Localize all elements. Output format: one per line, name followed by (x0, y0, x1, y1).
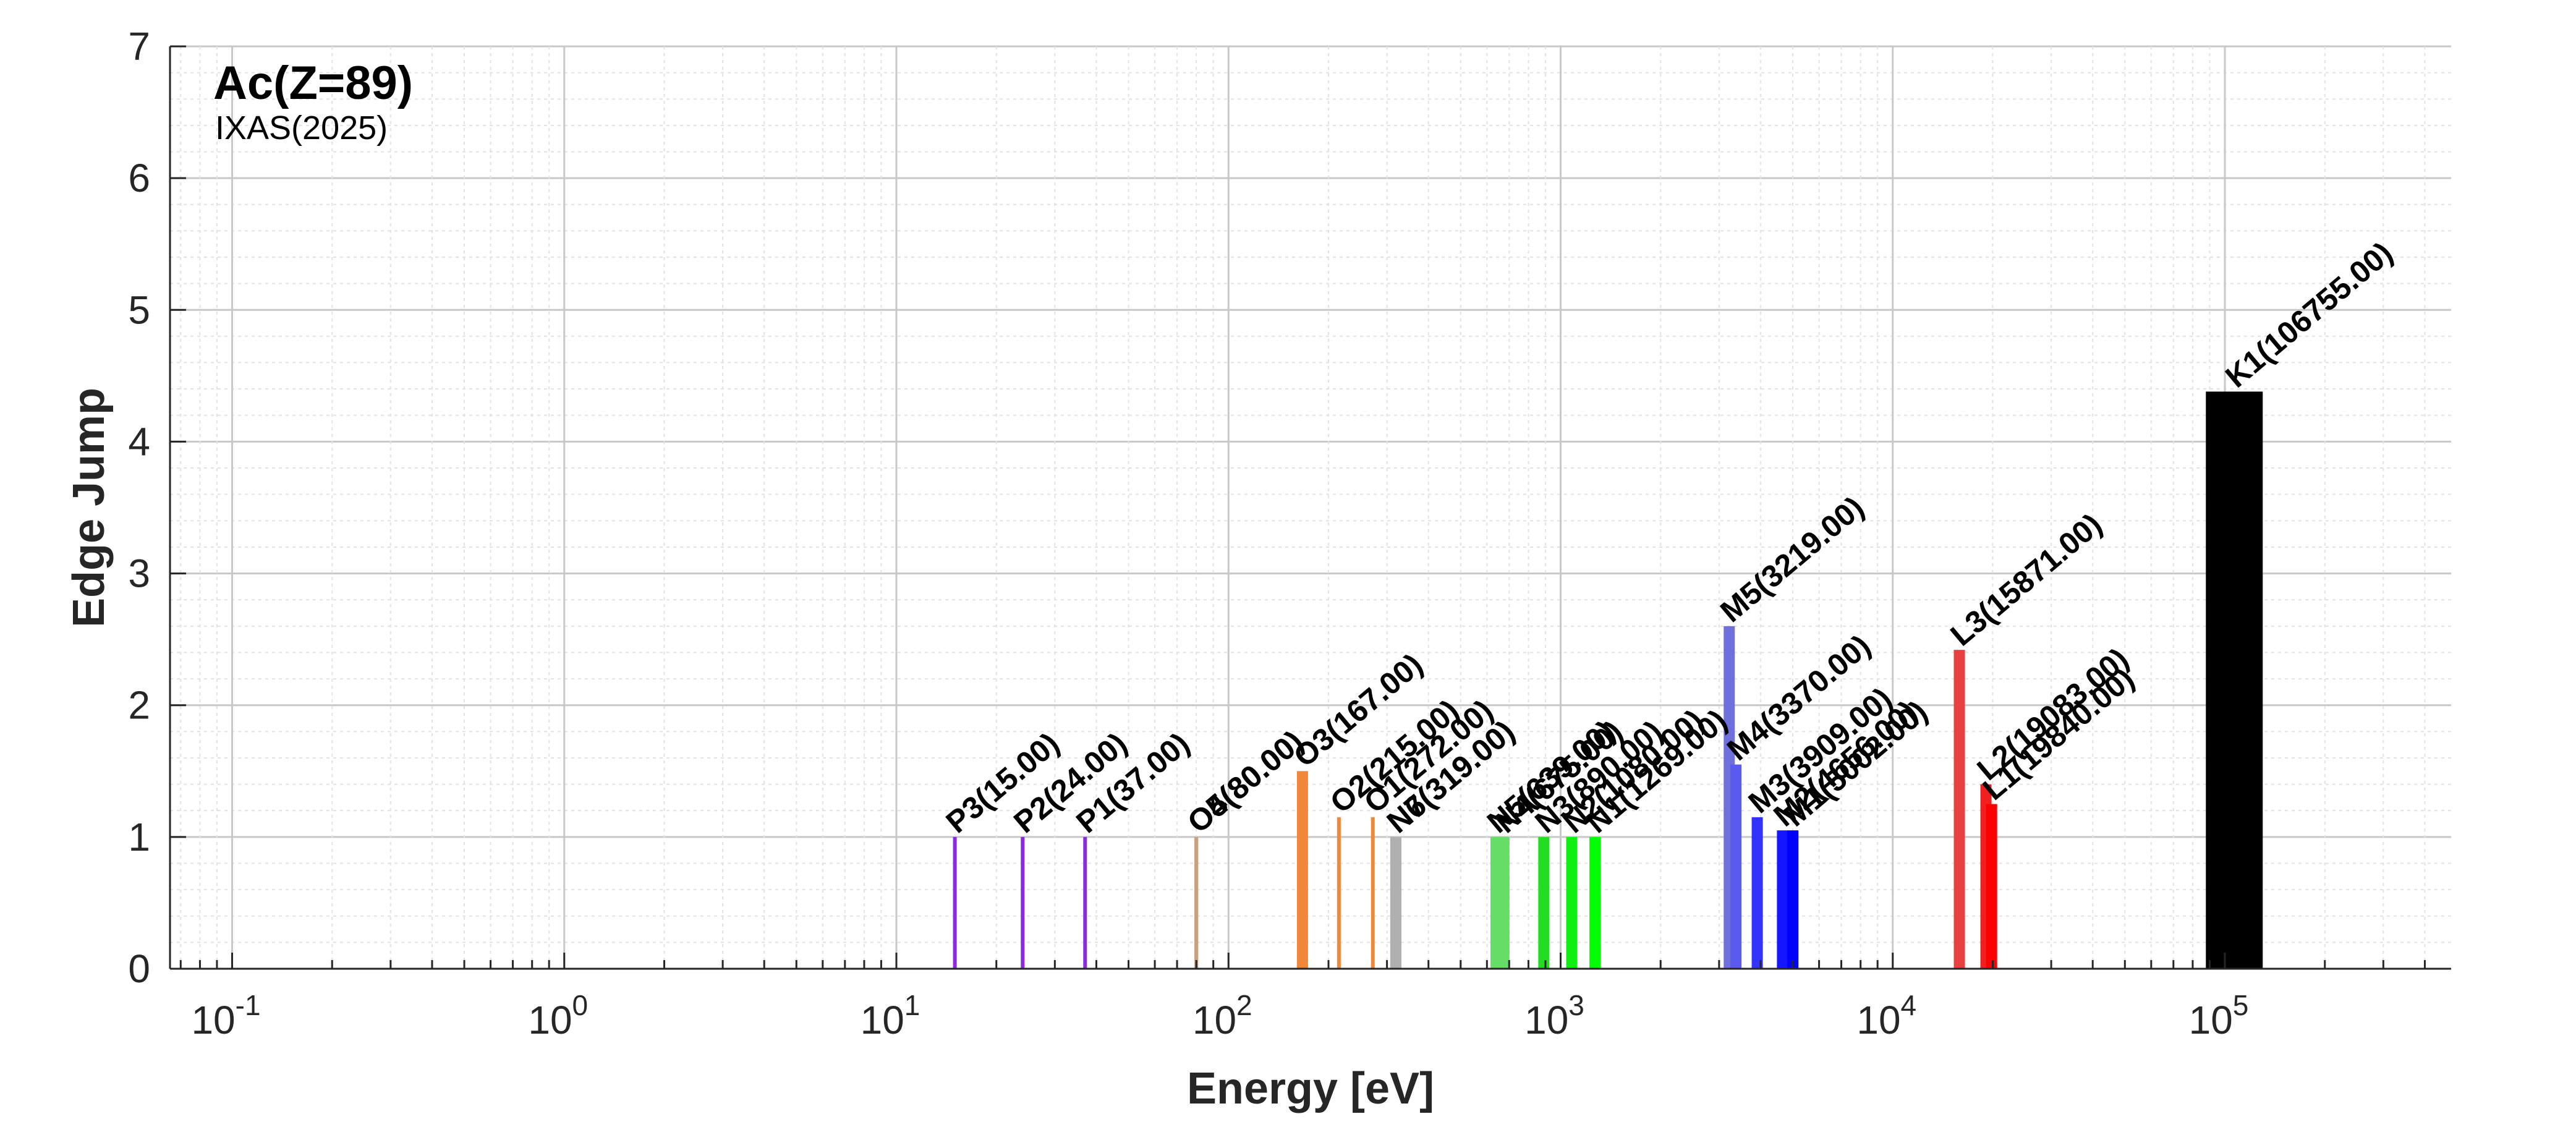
y-tick-label: 6 (128, 156, 150, 200)
plot-background (170, 46, 2451, 969)
x-tick-label: 102 (1192, 989, 1252, 1042)
y-tick-label: 4 (128, 419, 150, 464)
x-tick-label: 105 (2189, 989, 2249, 1042)
y-tick-label: 2 (128, 683, 150, 728)
edge-bar (1371, 817, 1375, 969)
tick-labels-group: 0 1 2 3 4 5 6 7 10-1 100 101 102 103 104 105 (128, 24, 2248, 1042)
edge-bar (2206, 391, 2263, 969)
edge-bar (1337, 817, 1341, 969)
edge-bar (1021, 836, 1025, 969)
y-tick-label: 3 (128, 551, 150, 596)
edge-bar (1566, 836, 1578, 969)
edge-bar (1751, 817, 1763, 969)
bars-group (953, 391, 2263, 969)
edge-bar (1777, 830, 1788, 969)
edge-bar (1986, 804, 1997, 969)
y-tick-label: 0 (128, 946, 150, 991)
y-tick-label: 7 (128, 24, 150, 69)
edge-bar (1730, 764, 1741, 969)
chart-subtitle: IXAS(2025) (215, 109, 388, 147)
grid-lines (170, 45, 2451, 970)
chart-title: Ac(Z=89) (213, 57, 413, 109)
edge-bar (1296, 771, 1308, 969)
x-tick-label: 103 (1524, 989, 1584, 1042)
y-tick-label: 1 (128, 815, 150, 859)
edge-bar (1498, 836, 1510, 969)
axes-group (169, 45, 2451, 970)
y-tick-label: 5 (128, 287, 150, 332)
edge-bar (1538, 836, 1550, 969)
x-tick-label: 100 (528, 989, 588, 1042)
x-tick-label: 101 (861, 989, 920, 1042)
x-tick-label: 10-1 (191, 989, 260, 1042)
edge-bar (1589, 836, 1601, 969)
edge-bar (1953, 650, 1965, 969)
x-tick-label: 104 (1856, 989, 1916, 1042)
edge-bar (1390, 836, 1401, 969)
edge-bar (1083, 836, 1087, 969)
edge-bar (1787, 830, 1799, 969)
y-axis-label: Edge Jump (64, 388, 114, 627)
edge-bar (1194, 836, 1199, 969)
edge-bar (953, 836, 957, 969)
x-axis-label: Energy [eV] (1187, 1064, 1434, 1113)
